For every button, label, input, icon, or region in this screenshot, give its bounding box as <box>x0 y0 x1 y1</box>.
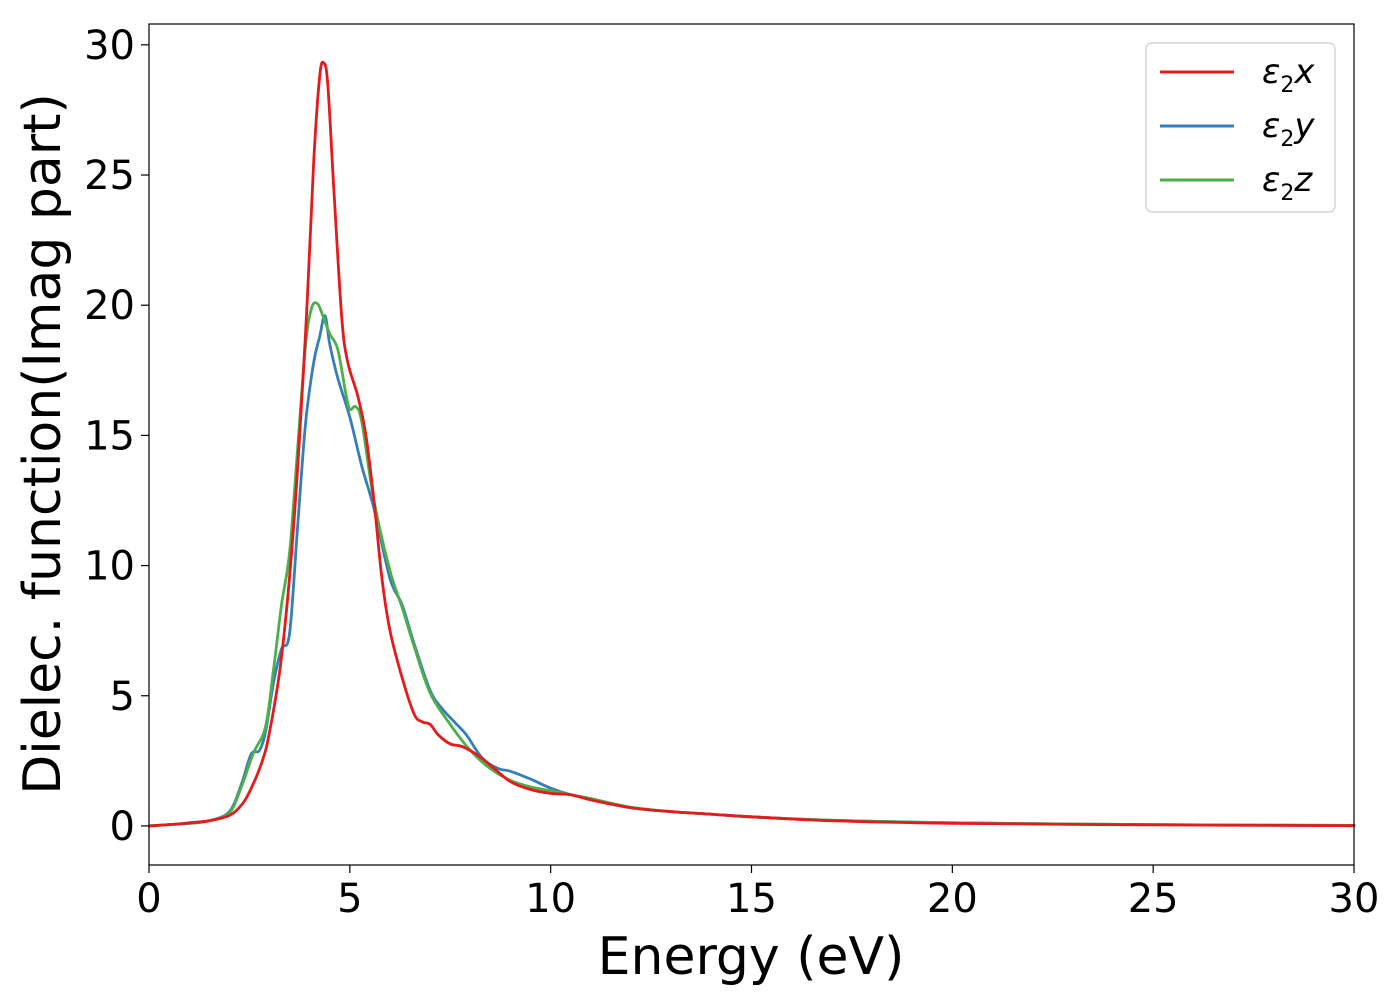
y-tick-label: 5 <box>110 674 135 720</box>
x-tick-label: 5 <box>337 876 362 922</box>
x-tick-label: 0 <box>136 876 161 922</box>
legend-label-x: ε2x <box>1262 52 1315 98</box>
series-line-z <box>147 301 1356 828</box>
legend-label-y: ε2y <box>1262 106 1315 152</box>
x-tick-label: 15 <box>726 876 777 922</box>
x-axis-ticks: 0 5 10 15 20 25 30 <box>136 865 1379 922</box>
series-layer <box>147 60 1356 828</box>
series-line-x <box>147 60 1356 828</box>
y-tick-label: 25 <box>84 153 135 199</box>
x-tick-label: 20 <box>927 876 978 922</box>
y-tick-label: 15 <box>84 413 135 459</box>
y-tick-label: 10 <box>84 544 135 590</box>
plot-frame <box>148 23 1355 866</box>
y-tick-label: 0 <box>110 804 135 850</box>
y-tick-label: 20 <box>84 283 135 329</box>
y-tick-label: 30 <box>84 23 135 69</box>
x-axis-label: Energy (eV) <box>598 927 905 987</box>
x-tick-label: 10 <box>525 876 576 922</box>
legend-label-z: ε2z <box>1262 160 1313 206</box>
series-line-y <box>147 314 1356 828</box>
x-tick-label: 30 <box>1329 876 1380 922</box>
legend-box <box>1145 42 1336 213</box>
legend: ε2x ε2y ε2z <box>1145 42 1336 213</box>
y-axis-ticks: 0 5 10 15 20 25 30 <box>84 23 149 850</box>
y-axis-label: Dielec. function(Imag part) <box>13 93 73 795</box>
x-tick-label: 25 <box>1128 876 1179 922</box>
